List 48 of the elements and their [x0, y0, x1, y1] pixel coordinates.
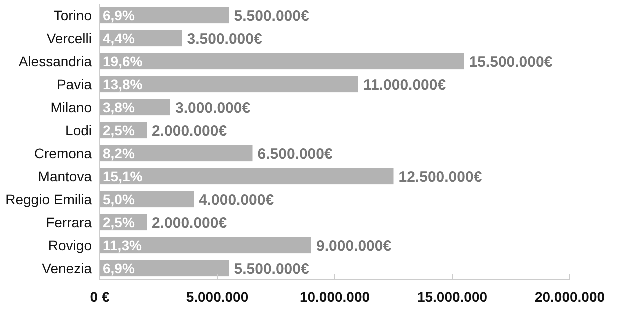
data-label: 2.000.000€	[152, 122, 228, 140]
y-tick-label: Reggio Emilia	[6, 192, 92, 208]
bar	[100, 237, 312, 254]
y-tick-label: Vercelli	[46, 30, 92, 47]
y-tick-label: Torino	[54, 8, 92, 24]
annotation: 2,5%	[103, 214, 136, 231]
x-tick-label: 20.000.000	[534, 289, 606, 305]
annotation: 19,6%	[103, 54, 144, 70]
annotation: 11,3%	[103, 238, 142, 254]
bar	[100, 53, 464, 70]
annotation: 5,0%	[103, 192, 136, 208]
y-tick-label: Alessandria	[18, 54, 92, 70]
data-label: 3.500.000€	[187, 30, 263, 48]
x-tick-label: 0 €	[90, 289, 110, 305]
annotation: 8,2%	[103, 146, 136, 162]
x-tick-label: 10.000.000	[300, 289, 370, 305]
data-label: 9.000.000€	[316, 238, 392, 255]
annotation: 4,4%	[103, 30, 136, 47]
bar	[100, 145, 253, 162]
x-tick-label: 5.000.000	[186, 289, 249, 305]
y-tick-label: Lodi	[66, 122, 92, 139]
data-label: 5.500.000€	[234, 8, 310, 25]
data-label: 6.500.000€	[258, 146, 334, 163]
annotation: 2,5%	[103, 122, 136, 139]
bar	[100, 76, 358, 93]
y-tick-label: Rovigo	[48, 238, 92, 254]
data-label: 12.500.000€	[398, 168, 483, 186]
data-label: 3.000.000€	[176, 100, 252, 117]
annotation: 3,8%	[103, 100, 136, 116]
annotation: 15,1%	[103, 168, 144, 185]
y-tick-label: Milano	[50, 100, 92, 116]
x-tick-label: 15.000.000	[417, 289, 488, 305]
y-tick-label: Venezia	[42, 260, 92, 277]
data-label: 5.500.000€	[234, 260, 310, 278]
data-label: 15.500.000€	[469, 54, 554, 71]
bar	[100, 168, 394, 185]
annotation: 13,8%	[103, 76, 144, 93]
bar	[100, 260, 230, 277]
data-label: 2.000.000€	[152, 214, 228, 232]
annotation: 6,9%	[103, 260, 136, 277]
y-tick-label: Mantova	[38, 168, 92, 185]
y-tick-label: Pavia	[56, 76, 92, 93]
data-label: 11.000.000€	[364, 76, 447, 94]
y-tick-label: Cremona	[34, 146, 92, 162]
bar	[100, 7, 230, 24]
data-label: 4.000.000€	[199, 192, 275, 209]
y-tick-label: Ferrara	[46, 214, 92, 231]
annotation: 6,9%	[103, 8, 136, 24]
